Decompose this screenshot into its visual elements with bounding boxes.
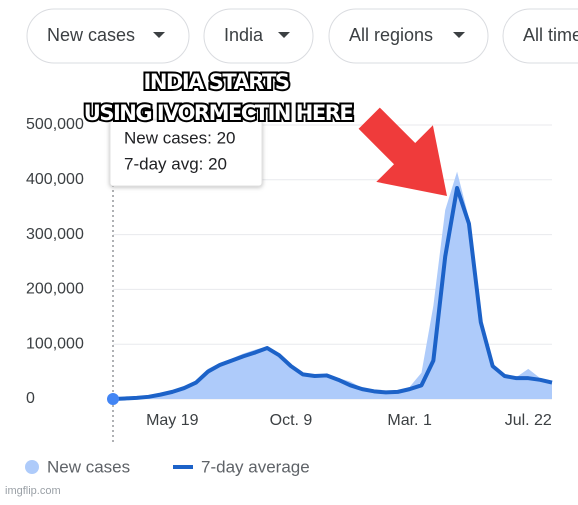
filter-pill[interactable] xyxy=(328,8,489,64)
legend-swatch xyxy=(25,460,39,474)
legend-label: 7-day average xyxy=(201,457,310,476)
filter-label: New cases xyxy=(47,25,135,45)
y-tick-label: 200,000 xyxy=(26,281,84,298)
y-tick-label: 0 xyxy=(26,390,35,407)
dropdown-caret xyxy=(278,32,290,38)
caption-line: INDIA STARTS xyxy=(144,70,289,94)
caption-line: USING IVORMECTIN HERE xyxy=(84,101,353,125)
tooltip-text: New cases: 20 xyxy=(124,128,236,147)
y-tick-label: 100,000 xyxy=(26,335,84,352)
filter-label: India xyxy=(224,25,264,45)
average-line xyxy=(112,186,553,401)
meme-caption: INDIA STARTS USING IVORMECTIN HERE xyxy=(82,68,356,127)
y-tick-label: 500,000 xyxy=(26,116,84,133)
legend: New cases 7-day average xyxy=(25,457,310,476)
watermark: imgflip.com xyxy=(5,485,61,497)
dropdown-caret xyxy=(453,32,465,38)
plot: 0 100,000 200,000 300,000 400,000 500,000 May … xyxy=(26,116,553,429)
tooltip-box xyxy=(109,119,263,187)
hover-dot xyxy=(107,393,119,405)
filter-label: All regions xyxy=(349,25,433,45)
tooltip: New cases: 20 7-day avg: 20 xyxy=(109,119,263,187)
y-tick-label: 300,000 xyxy=(26,226,84,243)
y-tick-label: 400,000 xyxy=(26,171,84,188)
x-tick-label: Oct. 9 xyxy=(270,412,313,429)
filter-pill[interactable] xyxy=(203,8,314,64)
tooltip-text: 7-day avg: 20 xyxy=(124,154,227,173)
x-tick-label: Jul. 22 xyxy=(505,412,552,429)
filter-label: All time xyxy=(523,25,578,45)
filter-pill[interactable] xyxy=(26,8,190,64)
filter-pill[interactable] xyxy=(502,8,578,64)
filter-bar: New cases India All regions All time xyxy=(26,8,578,64)
dropdown-caret xyxy=(153,32,165,38)
x-tick-label: Mar. 1 xyxy=(387,412,432,429)
red-arrow xyxy=(358,107,447,196)
legend-label: New cases xyxy=(47,457,130,476)
new-cases-area xyxy=(113,171,552,399)
x-tick-label: May 19 xyxy=(146,412,199,429)
